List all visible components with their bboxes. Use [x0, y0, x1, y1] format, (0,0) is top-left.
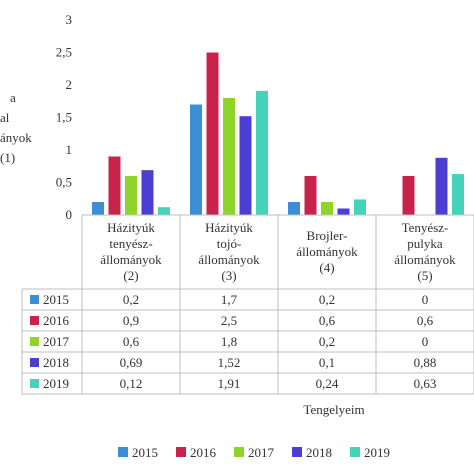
y-axis-ticks: 0 0,5 1 1,5 2 2,5 3 [56, 12, 72, 222]
bar [402, 176, 415, 215]
y-axis-label-line: a [10, 90, 16, 105]
bar [304, 176, 317, 215]
table-value: 0,63 [414, 376, 437, 391]
legend-entry: 2015 [132, 445, 158, 460]
y-tick-label: 1 [66, 142, 73, 157]
legend-swatch [292, 447, 302, 457]
table-value: 1,7 [221, 292, 238, 307]
category-label: állományok [394, 252, 456, 267]
category-label: állományok [198, 252, 260, 267]
table-value: 1,8 [221, 334, 237, 349]
bar [223, 98, 235, 215]
legend-entry: 2018 [306, 445, 332, 460]
legend-entry: 2017 [248, 445, 275, 460]
bar [239, 116, 252, 215]
bar [288, 202, 300, 215]
bars [92, 52, 464, 215]
bar [435, 157, 448, 215]
table-value: 0,24 [316, 376, 339, 391]
category-label: (5) [417, 268, 432, 283]
table-value: 0,1 [319, 355, 335, 370]
table-series-swatch [30, 295, 39, 304]
y-tick-label: 2 [66, 77, 73, 92]
category-label: állományok [296, 244, 358, 259]
table-value: 2,5 [221, 313, 237, 328]
y-tick-label: 0 [66, 207, 73, 222]
bar [354, 199, 366, 215]
bar [158, 207, 170, 215]
bar [190, 104, 202, 215]
table-value: 0,6 [417, 313, 434, 328]
legend-swatch [118, 447, 128, 457]
category-label: Házityúk [205, 220, 253, 235]
table-series-swatch [30, 337, 39, 346]
legend-swatch [234, 447, 244, 457]
category-label: állományok [100, 252, 162, 267]
y-tick-label: 3 [66, 12, 73, 27]
table-value: 0,2 [319, 334, 335, 349]
table-value: 0 [422, 292, 429, 307]
bar [108, 156, 121, 215]
table-series-name: 2015 [43, 292, 69, 307]
bar [337, 208, 350, 215]
table-value: 0,2 [123, 292, 139, 307]
legend-entry: 2019 [364, 445, 390, 460]
y-axis-label-line: ányok [0, 130, 32, 145]
category-label: pulyka [407, 236, 443, 251]
table-series-name: 2018 [43, 355, 69, 370]
category-label: (4) [319, 260, 334, 275]
x-axis-label: Tengelyeim [303, 402, 364, 417]
category-label: (3) [221, 268, 236, 283]
y-tick-label: 0,5 [56, 175, 72, 190]
y-axis-label: aal ányok (1) [0, 90, 32, 165]
legend-entry: 2016 [190, 445, 217, 460]
table-value: 0,88 [414, 355, 437, 370]
category-label: Házityúk [107, 220, 155, 235]
table-value: 0,12 [120, 376, 143, 391]
table-value: 0,9 [123, 313, 139, 328]
table-value: 0,6 [123, 334, 140, 349]
bar [141, 170, 154, 215]
category-label: tojó- [217, 236, 242, 251]
bar [452, 174, 464, 215]
table-value: 0,2 [319, 292, 335, 307]
table-series-name: 2019 [43, 376, 69, 391]
legend-swatch [350, 447, 360, 457]
y-axis-label-line: al [0, 110, 10, 125]
bar [256, 90, 268, 215]
table-series-swatch [30, 379, 39, 388]
table-value: 1,91 [218, 376, 241, 391]
category-label: (2) [123, 268, 138, 283]
table-value: 0,6 [319, 313, 336, 328]
legend-swatch [176, 447, 186, 457]
y-tick-label: 2,5 [56, 45, 72, 60]
legend: 2015 2016 2017 2018 2019 [118, 445, 390, 460]
table-series-name: 2017 [43, 334, 70, 349]
table-series-name: 2016 [43, 313, 70, 328]
table-series-swatch [30, 358, 39, 367]
category-label: Brojler- [307, 228, 348, 243]
table-series-swatch [30, 316, 39, 325]
bar [125, 176, 137, 215]
y-tick-label: 1,5 [56, 110, 72, 125]
table-value: 0,69 [120, 355, 143, 370]
category-label: Tenyész- [402, 220, 449, 235]
bar [92, 202, 104, 215]
category-label: tenyész- [109, 236, 152, 251]
bar [206, 52, 219, 215]
y-axis-label-line: (1) [0, 150, 15, 165]
data-table: Házityúktenyész-állományok(2)Házityúktoj… [21, 214, 474, 395]
bar [321, 202, 333, 215]
table-value: 1,52 [218, 355, 241, 370]
table-value: 0 [422, 334, 429, 349]
